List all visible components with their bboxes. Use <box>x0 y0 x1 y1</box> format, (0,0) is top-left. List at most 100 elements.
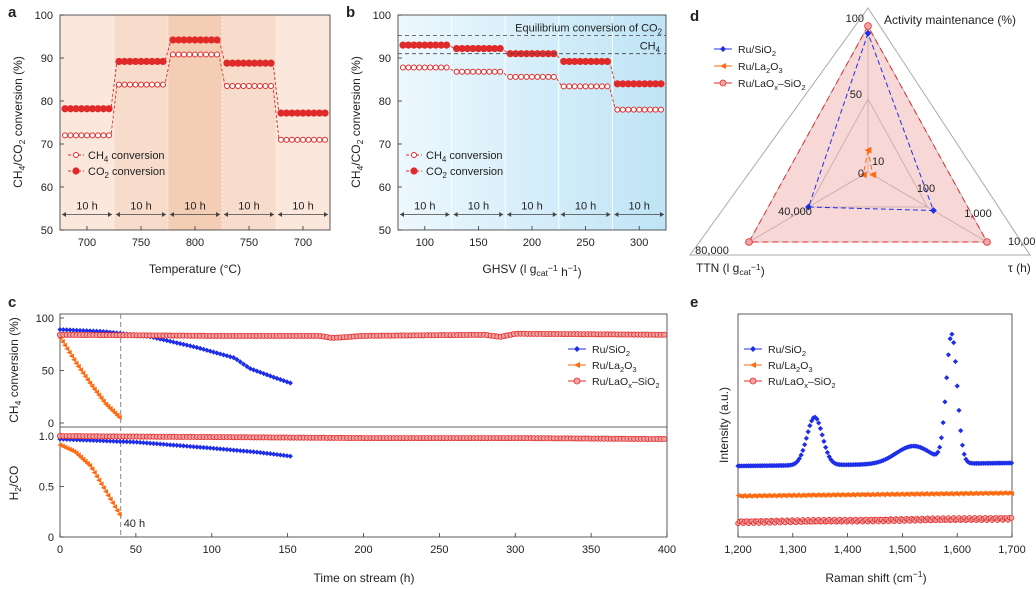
data-point <box>87 328 93 334</box>
x-tick-label: 300 <box>506 544 524 556</box>
data-point <box>224 353 230 359</box>
co2-point <box>603 57 612 66</box>
x-tick-label: 1,300 <box>779 544 807 556</box>
legend-label: Ru/La2O3 <box>738 61 783 75</box>
ch4-point <box>453 68 460 75</box>
time-arrow-head <box>507 212 512 218</box>
y-tick-label: 1.0 <box>39 431 54 443</box>
ch4-point <box>316 136 323 143</box>
legend-label: CO2 conversion <box>426 166 503 180</box>
data-point <box>157 441 163 447</box>
panel-label: e <box>690 294 698 311</box>
ch4-point <box>84 132 90 139</box>
time-label: 10 h <box>238 201 259 213</box>
ch4-point <box>208 51 215 58</box>
ch4-point <box>625 106 632 113</box>
x-tick-label: 1,200 <box>724 544 752 556</box>
data-point <box>174 340 180 346</box>
data-point <box>160 441 167 447</box>
ch4-point <box>443 64 450 71</box>
data-point <box>194 444 200 450</box>
data-point <box>107 438 113 444</box>
data-point <box>71 357 77 363</box>
data-point <box>105 492 111 498</box>
raman-point-ru-sio2 <box>819 432 825 438</box>
data-point <box>109 500 115 506</box>
x-tick-label: 250 <box>576 237 594 249</box>
data-point <box>114 438 120 444</box>
data-point <box>130 439 137 445</box>
ch4-point <box>410 64 417 71</box>
ch4-point <box>545 73 552 80</box>
data-point <box>116 414 122 420</box>
data-point <box>137 439 143 446</box>
ch4-point <box>658 106 664 113</box>
x-tick-label: 250 <box>430 544 448 556</box>
ch4-point <box>480 68 487 75</box>
raman-point-ru-sio2 <box>800 447 806 453</box>
data-point <box>89 466 95 472</box>
data-point <box>271 451 277 457</box>
data-point <box>98 395 104 401</box>
ch4-point <box>630 106 637 113</box>
co2-point <box>496 44 504 53</box>
ch4-point <box>529 73 535 80</box>
data-point <box>59 338 65 345</box>
panel-label: a <box>8 4 17 21</box>
ch4-point <box>132 81 139 88</box>
legend-label: Ru/La2O3 <box>592 360 637 374</box>
raman-point-ru-sio2 <box>791 461 797 467</box>
legend-label: CH4 conversion <box>426 150 503 164</box>
y-tick-label: 80 <box>41 96 53 108</box>
raman-point-ru-sio2 <box>817 425 824 432</box>
data-point <box>254 449 260 455</box>
data-point <box>170 442 177 448</box>
y-tick-label: 50 <box>41 225 53 237</box>
data-point <box>244 448 250 454</box>
raman-point-ru-sio2 <box>947 336 953 342</box>
data-point <box>154 441 160 447</box>
data-point <box>247 448 253 455</box>
tick-label: 100 <box>846 13 864 25</box>
ch4-point <box>405 64 412 71</box>
ch4-point <box>240 82 247 89</box>
data-point <box>184 443 190 449</box>
raman-point-ru-sio2 <box>951 339 957 346</box>
ch4-point <box>294 136 301 143</box>
background-band <box>168 15 222 230</box>
data-point <box>104 329 110 335</box>
ch4-point <box>143 81 150 88</box>
data-point <box>97 438 103 444</box>
data-point <box>109 408 115 414</box>
raman-point-ru-sio2 <box>952 358 959 365</box>
x-axis-title: Raman shift (cm−1) <box>825 569 926 585</box>
time-label: 10 h <box>76 201 97 213</box>
data-point <box>60 327 66 333</box>
raman-point-ru-sio2 <box>937 444 943 450</box>
ch4-equilibrium-label: CH4 <box>640 41 661 55</box>
time-arrow-head <box>324 212 328 218</box>
ch4-point <box>305 136 312 143</box>
data-point <box>164 337 170 344</box>
ch4-point <box>322 136 328 143</box>
ch4-point <box>127 81 133 88</box>
ch4-point <box>577 83 584 90</box>
data-point <box>100 438 107 444</box>
panel-e: e 1,200 1,300 1,400 1,500 1,600 1,700 Raman shi… <box>690 294 1026 585</box>
legend-marker <box>750 346 756 352</box>
tick-label: 1,000 <box>964 208 992 220</box>
legend-marker <box>720 46 726 52</box>
legend-label: CH4 conversion <box>88 150 165 164</box>
equilibrium-label: Equilibrium conversion of CO2 <box>515 23 662 37</box>
raman-point-ru-sio2 <box>921 446 927 452</box>
ch4-point <box>192 51 198 58</box>
data-point <box>96 477 102 483</box>
ch4-point <box>175 51 182 58</box>
data-point <box>247 366 253 372</box>
data-point <box>661 436 668 443</box>
tick-label: 0 <box>858 168 864 180</box>
time-arrow-head <box>552 212 557 218</box>
data-point <box>140 440 147 446</box>
x-tick-label: 750 <box>132 237 150 249</box>
legend-marker <box>574 346 580 352</box>
